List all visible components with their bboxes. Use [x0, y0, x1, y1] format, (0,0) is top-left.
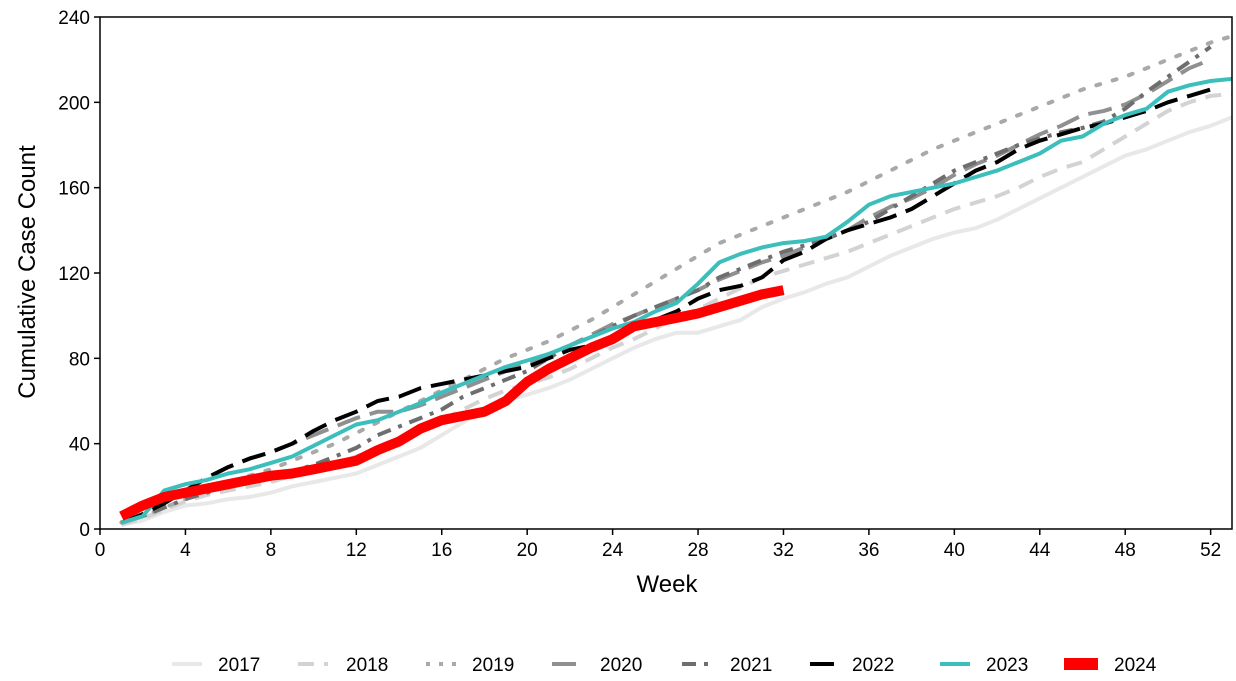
- x-tick-label: 44: [1029, 540, 1051, 561]
- x-tick-label: 20: [517, 540, 538, 561]
- legend-item-2017: 2017: [172, 655, 260, 676]
- y-tick-label: 160: [58, 179, 90, 200]
- legend-label: 2019: [472, 655, 514, 676]
- series-line-2020: [120, 57, 1212, 525]
- x-tick-label: 16: [431, 540, 452, 561]
- series-line-2019: [119, 34, 1234, 525]
- legend-item-2023: 2023: [940, 655, 1028, 676]
- legend-item-2024: 2024: [1064, 655, 1157, 676]
- legend-item-2018: 2018: [298, 655, 388, 676]
- x-tick-label: 8: [266, 540, 277, 561]
- y-tick-label: 120: [58, 264, 90, 285]
- series-line-2017: [121, 115, 1233, 527]
- x-tick-label: 24: [602, 540, 624, 561]
- y-tick-label: 80: [69, 349, 90, 370]
- x-tick-label: 48: [1115, 540, 1136, 561]
- series-line-2024: [119, 285, 785, 521]
- legend-label: 2021: [730, 655, 772, 676]
- y-tick-label: 240: [58, 8, 90, 29]
- series-line-2023: [120, 76, 1233, 525]
- legend: 2017 2018 2019 2020 2021 2022 2023 2024: [172, 655, 1157, 676]
- series-line-2021: [120, 45, 1212, 525]
- legend-label: 2022: [852, 655, 894, 676]
- legend-item-2022: 2022: [810, 655, 894, 676]
- axes: 0 4 8 12 16 20 24 28 32 36 40 44 48 52040801201602002…: [58, 8, 1233, 561]
- legend-label: 2017: [218, 655, 260, 676]
- legend-label: 2018: [346, 655, 388, 676]
- plot-frame: [99, 16, 1233, 530]
- legend-item-2021: 2021: [682, 655, 772, 676]
- y-tick-label: 0: [79, 520, 90, 541]
- x-tick-label: 36: [858, 540, 879, 561]
- x-axis-label: Week: [637, 571, 699, 598]
- x-tick-label: 28: [687, 540, 708, 561]
- legend-item-2020: 2020: [552, 655, 642, 676]
- legend-label: 2020: [600, 655, 642, 676]
- x-tick-label: 0: [95, 540, 106, 561]
- legend-item-2019: 2019: [426, 655, 514, 676]
- y-axis-label: Cumulative Case Count: [14, 145, 41, 399]
- x-tick-label: 40: [944, 540, 965, 561]
- x-tick-label: 52: [1200, 540, 1221, 561]
- y-tick-label: 200: [58, 93, 90, 114]
- x-tick-label: 4: [180, 540, 191, 561]
- legend-label: 2024: [1114, 655, 1157, 676]
- x-tick-label: 12: [346, 540, 367, 561]
- y-tick-label: 40: [69, 435, 90, 456]
- x-tick-label: 32: [773, 540, 794, 561]
- legend-label: 2023: [986, 655, 1028, 676]
- plot-lines: [119, 34, 1234, 527]
